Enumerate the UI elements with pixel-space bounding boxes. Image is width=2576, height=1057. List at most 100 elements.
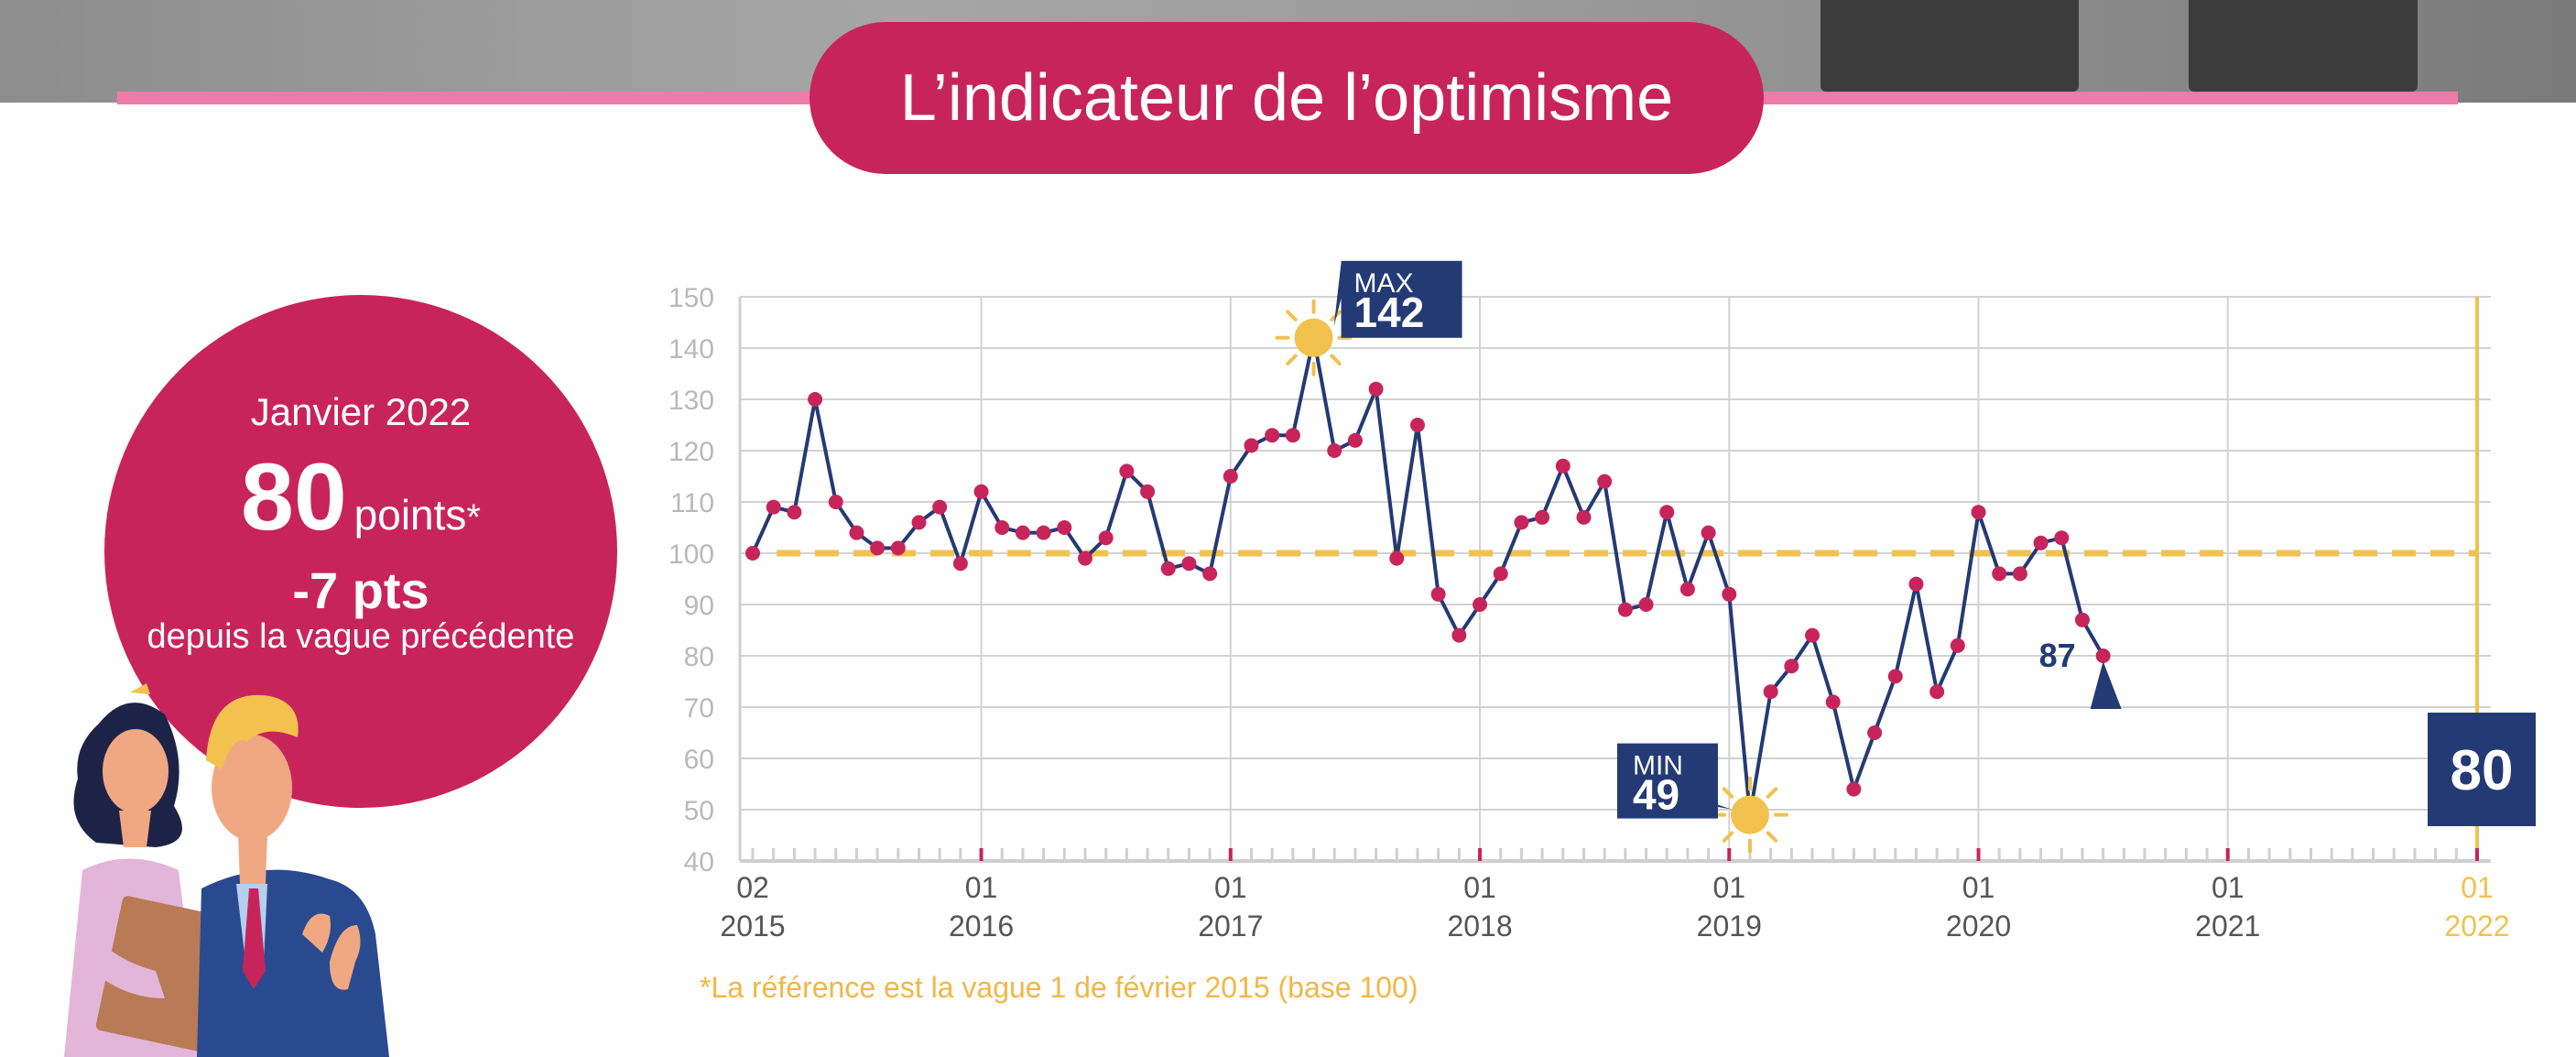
x-tick-year: 2021 <box>2195 910 2260 943</box>
y-tick-label: 70 <box>684 693 714 724</box>
latest-value: 80 <box>2451 739 2514 802</box>
x-tick-month: 01 <box>965 871 998 904</box>
summary-delta: -7 pts <box>292 561 429 619</box>
data-point <box>1493 566 1508 582</box>
data-point <box>2012 566 2027 582</box>
y-tick-label: 100 <box>668 539 714 570</box>
x-tick-month: 01 <box>1712 871 1745 904</box>
data-point <box>745 546 760 561</box>
summary-period: Janvier 2022 <box>250 390 472 433</box>
data-point <box>1077 550 1092 566</box>
summary-asterisk: * <box>466 497 481 538</box>
data-point <box>1887 669 1903 684</box>
data-point <box>1722 586 1737 602</box>
woman-figure <box>64 683 231 1057</box>
x-tick-year: 2018 <box>1447 910 1512 943</box>
data-point <box>787 505 802 520</box>
data-point <box>1285 428 1300 443</box>
x-tick-month: 01 <box>1214 871 1247 904</box>
y-tick-label: 90 <box>684 591 714 621</box>
data-point <box>2095 648 2111 663</box>
sun-icon <box>1275 299 1353 376</box>
data-point <box>1430 586 1446 602</box>
latest-callout-pointer <box>2090 661 2122 709</box>
data-point <box>1015 525 1030 540</box>
data-point <box>1202 566 1218 582</box>
series-optimism <box>745 330 2111 823</box>
data-point <box>1971 505 1986 520</box>
data-point <box>1223 469 1238 484</box>
previous-value-label: 87 <box>2039 637 2076 674</box>
data-point <box>1451 627 1467 643</box>
sun-ray <box>1286 354 1298 366</box>
data-point <box>849 525 864 540</box>
max-value: 142 <box>1354 289 1425 336</box>
x-tick-year: 2022 <box>2444 910 2509 943</box>
data-point <box>1992 566 2007 582</box>
data-point <box>1867 725 1883 740</box>
sun-ray <box>1286 310 1298 322</box>
sun-ray <box>1722 831 1734 843</box>
x-tick-year: 2015 <box>720 910 785 943</box>
data-point <box>932 499 948 515</box>
y-tick-label: 50 <box>684 796 714 826</box>
data-point <box>1617 602 1633 617</box>
data-point <box>1327 443 1342 458</box>
data-point <box>1389 550 1405 566</box>
man-figure <box>197 694 389 1057</box>
reference-footnote: *La référence est la vague 1 de février … <box>700 971 1418 1004</box>
data-point <box>1825 694 1841 710</box>
sun-ray <box>1766 831 1778 843</box>
data-point <box>2074 612 2090 627</box>
y-tick-label: 110 <box>670 488 714 518</box>
x-tick-year: 2016 <box>949 910 1014 943</box>
sun-icon <box>1711 776 1788 854</box>
business-people-illustration <box>64 683 389 1057</box>
data-point <box>1140 484 1156 499</box>
data-point <box>2054 530 2070 546</box>
data-point <box>870 540 886 556</box>
data-point <box>890 540 906 556</box>
banner-photo-left <box>1821 0 2079 92</box>
data-point <box>1805 627 1821 643</box>
y-tick-label: 80 <box>684 642 714 672</box>
data-point <box>1181 556 1197 572</box>
y-axis-labels: 40 50 60 70 80 90 100 110 120 130 140 150 <box>668 283 714 877</box>
sun-ray <box>1330 354 1342 366</box>
x-tick-month: 01 <box>1463 871 1496 904</box>
x-tick-year: 2019 <box>1697 910 1762 943</box>
chart-axes <box>738 297 2491 863</box>
data-point <box>1368 381 1384 397</box>
data-point <box>1576 509 1592 525</box>
data-point <box>1409 418 1425 432</box>
y-tick-label: 60 <box>684 745 714 775</box>
data-point <box>1950 637 1965 653</box>
sun-disc <box>1730 795 1769 834</box>
summary-value: 80 <box>240 444 347 550</box>
data-point <box>766 499 781 515</box>
data-point <box>1057 520 1072 535</box>
latest-callout-box <box>2428 713 2536 826</box>
summary-unit: points <box>353 491 467 539</box>
data-point <box>973 484 989 499</box>
max-callout-box <box>1341 260 1462 338</box>
summary-points: 80 points* <box>104 443 617 552</box>
data-point <box>1244 438 1259 453</box>
sun-ray <box>1722 787 1734 799</box>
x-tick-month: 01 <box>2461 871 2494 904</box>
data-point <box>1119 463 1135 479</box>
data-point <box>1098 530 1114 546</box>
data-point <box>1908 576 1924 592</box>
x-tick-year: 2017 <box>1198 910 1263 943</box>
x-tick-year: 2020 <box>1946 910 2011 943</box>
data-point <box>1929 684 1945 700</box>
x-axis-labels: 02 2015 01 2016 01 2017 01 2018 01 2019 01 2020 01 20… <box>720 871 2509 943</box>
x-tick-month: 01 <box>2212 871 2244 904</box>
y-tick-label: 120 <box>668 437 714 467</box>
banner-photo-right <box>2189 0 2418 92</box>
min-value: 49 <box>1633 771 1679 819</box>
data-point <box>1514 515 1529 530</box>
sun-ray <box>1766 787 1778 799</box>
data-point <box>1036 525 1051 540</box>
